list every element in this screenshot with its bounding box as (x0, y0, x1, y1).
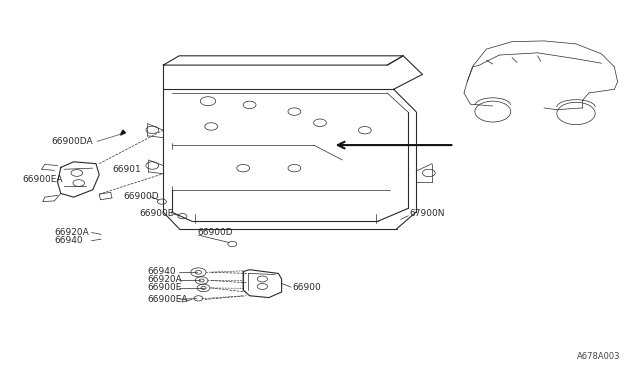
Circle shape (195, 270, 202, 274)
Text: 66900DA: 66900DA (51, 137, 93, 146)
Text: 66940: 66940 (54, 236, 83, 245)
Text: A678A003: A678A003 (577, 352, 621, 361)
Text: 66940: 66940 (147, 267, 176, 276)
Circle shape (201, 286, 206, 289)
Text: 66901: 66901 (112, 165, 141, 174)
Text: 66900: 66900 (292, 283, 321, 292)
Text: 66900D: 66900D (197, 228, 233, 237)
Polygon shape (120, 130, 125, 135)
Text: 66900E: 66900E (140, 209, 174, 218)
Text: 66900D: 66900D (123, 192, 159, 201)
Text: 66920A: 66920A (54, 228, 89, 237)
Circle shape (199, 279, 204, 282)
Text: 66900EA: 66900EA (22, 175, 63, 184)
Circle shape (178, 214, 187, 219)
Text: 66900E: 66900E (147, 283, 182, 292)
Text: 67900N: 67900N (410, 209, 445, 218)
Text: 66920A: 66920A (147, 275, 182, 284)
Text: 66900EA: 66900EA (147, 295, 188, 304)
